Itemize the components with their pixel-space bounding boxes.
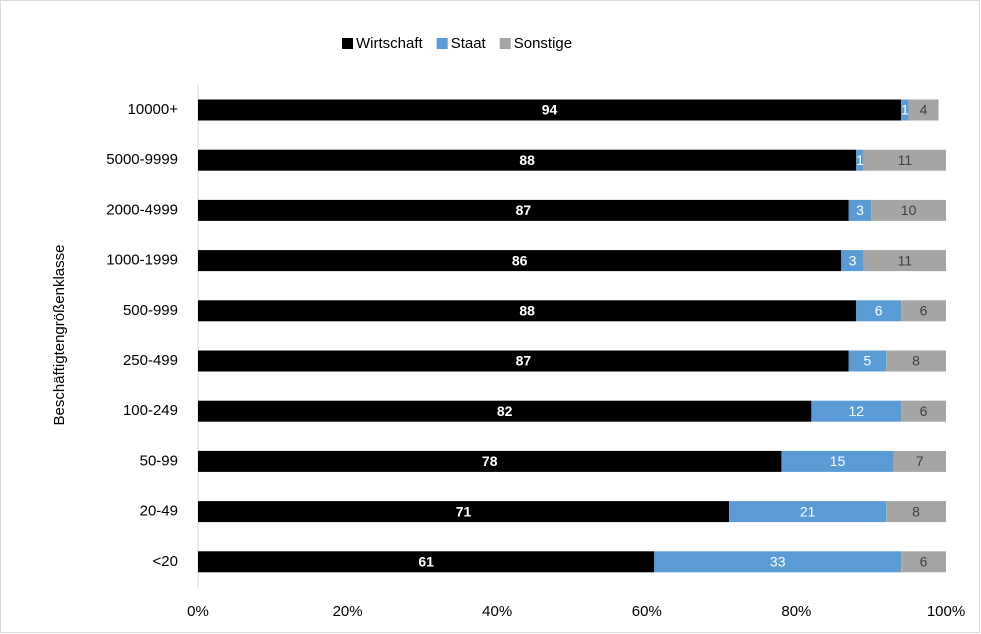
data-label: 4 — [920, 102, 928, 118]
y-tick-label: 20-49 — [140, 503, 178, 520]
bar-segment — [901, 99, 909, 121]
bar-segment — [841, 250, 864, 272]
data-label: 61 — [418, 554, 434, 570]
y-tick-label: 100-249 — [123, 402, 178, 419]
x-tick-label: 100% — [927, 603, 965, 620]
bar-segment — [908, 99, 939, 121]
data-label: 8 — [912, 503, 920, 519]
data-label: 6 — [875, 303, 883, 319]
data-label: 3 — [856, 202, 864, 218]
data-label: 87 — [516, 353, 532, 369]
legend-swatch — [499, 38, 511, 49]
data-label: 1 — [901, 102, 909, 118]
data-label: 8 — [912, 353, 920, 369]
bar-segment — [856, 149, 864, 171]
data-label: 15 — [830, 453, 846, 469]
data-label: 6 — [920, 303, 928, 319]
data-label: 88 — [519, 303, 535, 319]
legend-label: Wirtschaft — [356, 35, 424, 52]
bar-segment — [886, 501, 946, 523]
bar-segment — [848, 350, 887, 372]
bar-segment — [901, 300, 946, 322]
data-label: 6 — [920, 403, 928, 419]
bar-segment — [901, 400, 946, 422]
bar-segment — [856, 300, 902, 322]
bar-segment — [198, 149, 857, 171]
data-label: 11 — [898, 252, 913, 268]
data-label: 94 — [542, 102, 558, 118]
bar-segment — [781, 450, 894, 472]
data-label: 71 — [456, 503, 472, 519]
y-tick-label: 10000+ — [128, 101, 179, 118]
bar-segment — [886, 350, 946, 372]
bar-segment — [198, 350, 849, 372]
legend-label: Sonstige — [514, 35, 572, 52]
bar-segment — [863, 149, 946, 171]
data-label: 82 — [497, 403, 513, 419]
y-tick-label: 500-999 — [123, 302, 178, 319]
data-label: 87 — [516, 202, 532, 218]
y-tick-label: <20 — [153, 553, 178, 570]
bar-segment — [198, 250, 842, 272]
bar-segment — [198, 501, 730, 523]
bar-segment — [893, 450, 946, 472]
data-label: 33 — [770, 554, 786, 570]
y-tick-label: 250-499 — [123, 352, 178, 369]
bar-segment — [901, 551, 946, 573]
bar-segment — [198, 450, 782, 472]
x-tick-label: 20% — [333, 603, 363, 620]
legend-label: Staat — [451, 35, 487, 52]
data-label: 78 — [482, 453, 498, 469]
data-label: 88 — [519, 152, 535, 168]
legend-swatch — [436, 38, 448, 49]
bar-segment — [198, 400, 812, 422]
bar-segment — [654, 551, 902, 573]
bar-segment — [871, 199, 946, 221]
bar-segment — [198, 99, 902, 121]
bar-segment — [863, 250, 946, 272]
data-label: 5 — [864, 353, 872, 369]
data-label: 3 — [849, 252, 857, 268]
data-label: 7 — [916, 453, 924, 469]
legend-swatch — [342, 38, 353, 49]
bar-segment — [848, 199, 872, 221]
data-label: 86 — [512, 252, 528, 268]
bar-segment — [729, 501, 887, 523]
x-tick-label: 0% — [187, 603, 209, 620]
y-tick-label: 2000-4999 — [106, 201, 178, 218]
bar-segment — [198, 199, 849, 221]
data-label: 12 — [848, 403, 864, 419]
x-tick-label: 80% — [781, 603, 811, 620]
data-label: 10 — [901, 202, 917, 218]
y-tick-label: 1000-1999 — [106, 252, 178, 269]
y-axis-title: Beschäftigtengrößenklasse — [51, 245, 68, 426]
bar-segment — [198, 300, 857, 322]
data-label: 21 — [800, 503, 816, 519]
bar-segment — [198, 551, 655, 573]
bar-segment — [811, 400, 902, 422]
y-tick-label: 50-99 — [140, 452, 178, 469]
data-label: 6 — [920, 554, 928, 570]
x-tick-label: 40% — [482, 603, 512, 620]
data-label: 11 — [898, 152, 913, 168]
x-tick-label: 60% — [632, 603, 662, 620]
data-label: 1 — [856, 152, 864, 168]
y-tick-label: 5000-9999 — [106, 151, 178, 168]
